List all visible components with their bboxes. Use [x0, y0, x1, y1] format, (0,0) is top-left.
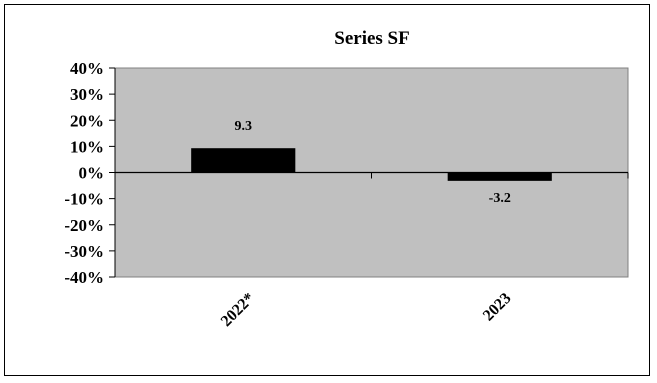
bar-2023	[447, 172, 552, 181]
y-tick-label: 10%	[70, 137, 104, 156]
bars	[191, 148, 552, 181]
y-tick-label: -40%	[64, 268, 104, 287]
data-label: -3.2	[489, 191, 511, 206]
y-tick-label: 40%	[70, 59, 104, 78]
x-tick-labels: 2022* 2023	[218, 290, 515, 330]
y-axis: 40% 30% 20% 10% 0% -10% -20% -30% -40%	[64, 59, 116, 287]
y-tick-label: -20%	[64, 216, 104, 235]
y-tick-label: -30%	[64, 242, 104, 261]
y-tick-label: 0%	[79, 164, 105, 183]
chart-title: Series SF	[334, 28, 409, 49]
y-tick-label: 30%	[70, 85, 104, 104]
x-tick-label: 2022*	[218, 290, 258, 330]
y-tick-label: -10%	[64, 190, 104, 209]
y-tick-label: 20%	[70, 111, 104, 130]
data-label: 9.3	[235, 119, 253, 134]
data-labels: 9.3 -3.2	[235, 119, 511, 206]
bar-2022	[191, 148, 296, 173]
x-tick-label: 2023	[480, 290, 515, 325]
